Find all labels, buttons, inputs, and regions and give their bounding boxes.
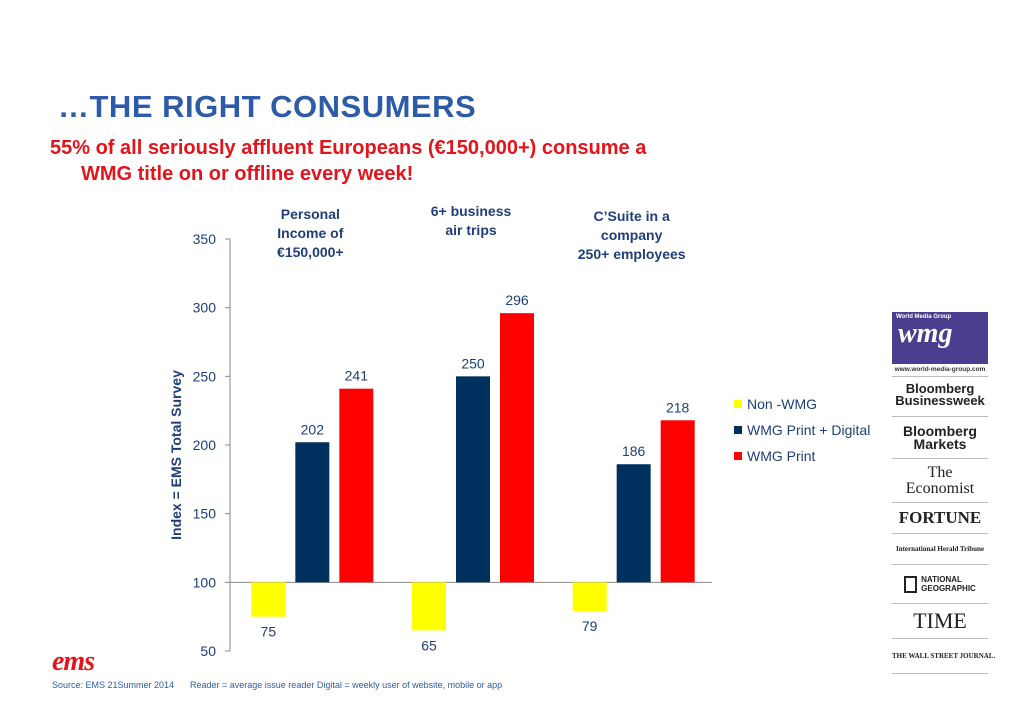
bar — [295, 442, 330, 583]
data-label: 250 — [461, 355, 485, 371]
wmg-logo: World Media Group wmg — [892, 312, 988, 364]
bar — [660, 420, 695, 583]
bloomberg-markets-logo-line2: Markets — [913, 436, 967, 452]
category-label: 6+ business — [431, 203, 512, 219]
data-label: 241 — [345, 368, 369, 384]
time-logo: TIME — [892, 604, 988, 639]
wmg-logo-caption: World Media Group — [896, 314, 952, 320]
category-label: air trips — [445, 222, 497, 238]
category-label: C’Suite in a — [594, 208, 670, 224]
y-tick-label: 350 — [193, 231, 217, 247]
natgeo-frame-icon — [904, 575, 918, 593]
legend-swatch — [734, 452, 742, 460]
page-title: …THE RIGHT CONSUMERS — [58, 89, 477, 124]
page-subtitle: 55% of all seriously affluent Europeans … — [50, 135, 790, 187]
data-label: 202 — [301, 421, 325, 437]
y-tick-label: 250 — [193, 368, 217, 384]
category-label: company — [601, 227, 663, 243]
y-tick-label: 100 — [193, 574, 217, 590]
bloomberg-markets-logo: Bloomberg Markets — [892, 417, 988, 459]
legend-label: WMG Print + Digital — [747, 422, 871, 438]
subtitle-line-1: 55% of all seriously affluent Europeans … — [50, 137, 647, 159]
bar — [500, 313, 534, 583]
economist-logo-line1: The — [927, 464, 953, 481]
category-label: Income of — [277, 225, 343, 241]
y-axis-label: Index = EMS Total Survey — [168, 370, 184, 540]
fortune-logo: FORTUNE — [892, 503, 988, 534]
data-label: 65 — [421, 637, 437, 653]
national-geographic-logo: NATIONAL GEOGRAPHIC — [892, 565, 988, 604]
wmg-url: www.world-media-group.com — [892, 364, 988, 377]
legend-label: WMG Print — [747, 448, 816, 464]
chart-legend: Non -WMG WMG Print + Digital WMG Print — [734, 391, 870, 469]
natgeo-logo-text: NATIONAL GEOGRAPHIC — [921, 575, 976, 593]
y-tick-label: 300 — [193, 300, 217, 316]
y-tick-label: 50 — [200, 643, 216, 659]
legend-item: WMG Print + Digital — [734, 417, 870, 443]
legend-item: Non -WMG — [734, 391, 870, 417]
data-label: 218 — [666, 399, 690, 415]
bar — [456, 376, 490, 583]
category-label: 250+ employees — [578, 246, 686, 262]
businessweek-logo-line1: Bloomberg — [905, 381, 975, 396]
businessweek-logo-line2: Businessweek — [895, 393, 985, 408]
natgeo-logo-line1: NATIONAL — [921, 575, 962, 584]
source-note: Source: EMS 21Summer 2014 — [52, 680, 175, 690]
bar — [572, 582, 607, 612]
category-label: Personal — [281, 206, 340, 222]
iht-logo: International Herald Tribune — [892, 534, 988, 565]
economist-logo-line2: Economist — [905, 480, 975, 497]
wsj-logo: THE WALL STREET JOURNAL. — [892, 639, 995, 674]
bar — [251, 582, 286, 617]
data-label: 79 — [582, 618, 598, 634]
ems-logo: ems — [52, 646, 95, 677]
data-label: 186 — [622, 443, 646, 459]
bar — [616, 464, 651, 583]
economist-logo: The Economist — [892, 459, 988, 503]
bar — [412, 582, 446, 631]
legend-label: Non -WMG — [747, 396, 817, 412]
bloomberg-markets-logo-line1: Bloomberg — [903, 423, 977, 439]
data-label: 296 — [505, 292, 529, 308]
legend-swatch — [734, 400, 742, 408]
data-label: 75 — [261, 624, 277, 640]
natgeo-logo-line2: GEOGRAPHIC — [921, 584, 976, 593]
publication-logos: World Media Group wmg www.world-media-gr… — [892, 312, 995, 674]
definition-note: Reader = average issue reader Digital = … — [190, 680, 503, 690]
category-label: €150,000+ — [277, 244, 344, 260]
businessweek-logo: Bloomberg Businessweek — [892, 377, 988, 417]
wmg-logo-mark: wmg — [898, 318, 953, 349]
legend-item: WMG Print — [734, 443, 870, 469]
subtitle-line-2: WMG title on or offline every week! — [81, 163, 414, 185]
bar — [339, 388, 374, 583]
y-tick-label: 200 — [193, 437, 217, 453]
legend-swatch — [734, 426, 742, 434]
y-tick-label: 150 — [193, 506, 217, 522]
